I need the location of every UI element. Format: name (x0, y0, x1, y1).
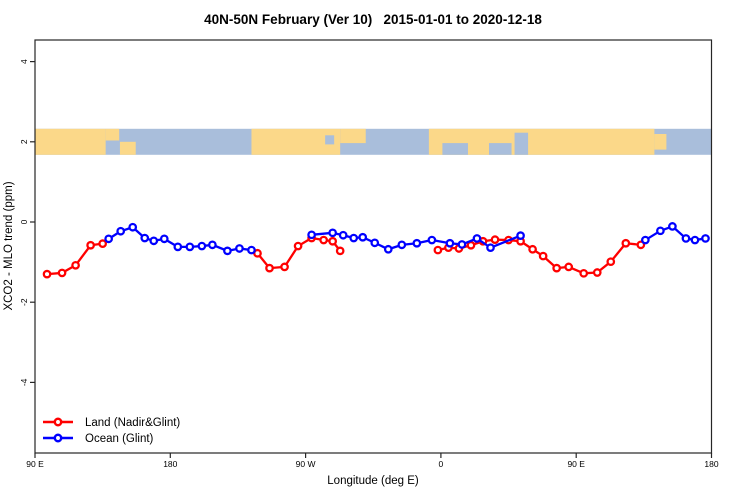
data-point (552, 263, 562, 273)
x-tick-label: 180 (163, 459, 177, 469)
data-point (656, 226, 665, 236)
data-point (247, 245, 256, 255)
sea-patch (514, 132, 529, 155)
data-point (641, 235, 650, 245)
series-land (42, 233, 646, 279)
series-ocean (104, 222, 710, 256)
data-point (564, 262, 574, 272)
x-tick-label: 90 E (26, 459, 44, 469)
data-point (690, 235, 700, 245)
data-point (328, 228, 338, 238)
data-point (149, 236, 159, 246)
data-point (116, 226, 126, 236)
y-tick-label: -2 (19, 298, 29, 306)
data-point (307, 230, 316, 240)
data-point (140, 233, 150, 243)
data-point (335, 246, 345, 256)
data-point (445, 238, 455, 248)
data-point (681, 234, 691, 243)
data-point (349, 233, 359, 243)
data-point (128, 222, 138, 232)
data-point (358, 232, 368, 242)
data-point (472, 234, 482, 243)
data-point (606, 257, 616, 267)
data-point (528, 244, 537, 254)
chart-title: 40N-50N February (Ver 10) 2015-01-01 to … (204, 12, 542, 27)
data-point (621, 238, 631, 248)
data-point (57, 268, 67, 278)
data-point (338, 230, 348, 240)
land-segment (105, 128, 120, 141)
plot-area: 90 E 180 90 W 0 90 E 180 -4 -2 0 2 4 (19, 39, 719, 469)
data-point (412, 238, 422, 248)
sea-patch (442, 143, 468, 155)
data-point (42, 269, 52, 279)
legend: Land (Nadir&Glint) Ocean (Glint) (43, 417, 180, 445)
legend-label-ocean: Ocean (Glint) (85, 433, 154, 445)
plot-box (34, 39, 713, 454)
legend-label-land: Land (Nadir&Glint) (85, 417, 180, 429)
data-point (86, 240, 95, 250)
land-segment (119, 141, 136, 155)
data-point (71, 260, 80, 270)
sea-patch (489, 143, 512, 155)
land-segment (654, 134, 667, 150)
data-point (538, 251, 548, 261)
data-point (319, 235, 328, 245)
y-axis-title: XCO2 - MLO trend (ppm) (3, 181, 15, 310)
x-tick-label: 90 E (567, 459, 585, 469)
data-point (223, 246, 232, 256)
y-axis: -4 -2 0 2 4 (19, 59, 35, 386)
data-point (328, 236, 338, 246)
x-tick-label: 0 (439, 459, 444, 469)
x-axis-title: Longitude (deg E) (327, 475, 419, 487)
x-tick-label: 90 W (296, 459, 316, 469)
legend-marker (53, 433, 63, 443)
data-point (433, 245, 443, 255)
data-point (185, 242, 195, 252)
data-point (397, 240, 407, 250)
data-point (173, 242, 183, 252)
land-segment (35, 128, 106, 155)
legend-swatches (43, 417, 73, 443)
data-point (457, 240, 467, 249)
data-point (701, 234, 710, 243)
sea-patch (325, 135, 335, 145)
data-point (427, 235, 437, 245)
data-point (104, 234, 114, 244)
data-point (280, 262, 289, 272)
data-point (265, 263, 274, 273)
data-point (235, 244, 244, 253)
data-point (98, 239, 108, 249)
data-point (592, 268, 602, 277)
data-point (197, 241, 207, 251)
data-point (486, 243, 495, 253)
y-tick-label: 0 (19, 219, 29, 224)
data-point (383, 244, 393, 254)
y-tick-label: 2 (19, 139, 29, 144)
land-segment (340, 128, 366, 144)
x-tick-label: 180 (704, 459, 718, 469)
data-point (579, 268, 589, 278)
data-point (490, 235, 500, 244)
x-axis: 90 E 180 90 W 0 90 E 180 (26, 453, 719, 469)
data-point (516, 231, 525, 240)
data-point (668, 222, 677, 231)
data-point (159, 234, 169, 244)
y-tick-label: 4 (19, 59, 29, 64)
data-point (293, 241, 303, 251)
legend-marker (53, 417, 63, 427)
y-tick-label: -4 (19, 378, 29, 386)
world-map-band (35, 128, 711, 155)
data-point (208, 240, 217, 250)
data-point (466, 240, 476, 250)
data-point (370, 238, 380, 248)
